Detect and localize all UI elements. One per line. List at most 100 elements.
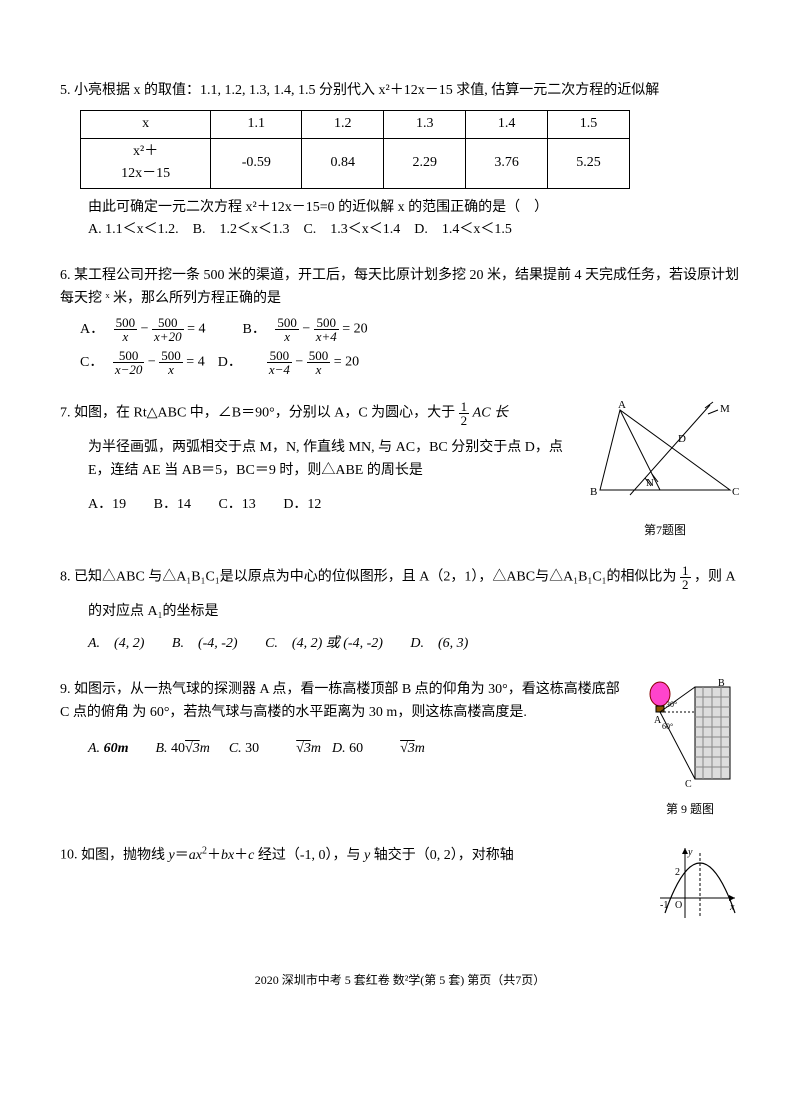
q5-number: 5. [60, 83, 71, 98]
svg-text:M: M [720, 403, 730, 415]
q6-optC-label: C． [80, 355, 103, 370]
svg-text:2: 2 [675, 867, 680, 878]
q8-options: A. (4, 2) B. (-4, -2) C. (4, 2) 或 (-4, -… [88, 633, 740, 655]
q6-text: 某工程公司开挖一条 500 米的渠道，开工后，每天比原计划多挖 20 米，结果提… [60, 268, 739, 305]
q8-optA: A. (4, 2) [88, 636, 144, 651]
table-row: x 1.1 1.2 1.3 1.4 1.5 [81, 111, 630, 138]
table-cell: 3.76 [466, 138, 548, 188]
table-header-expr: x²＋12x－15 [81, 138, 211, 188]
q5-options: A. 1.1＜x＜1.2. B. 1.2＜x＜1.3 C. 1.3＜x＜1.4 … [88, 219, 740, 241]
question-6: 6. 某工程公司开挖一条 500 米的渠道，开工后，每天比原计划多挖 20 米，… [60, 265, 740, 376]
q6-row1: A． 500x − 500x+20 = 4 B． 500x − 500x+4 =… [80, 316, 740, 343]
table-header-x: x [81, 111, 211, 138]
table-row: x²＋12x－15 -0.59 0.84 2.29 3.76 5.25 [81, 138, 630, 188]
q8-text1b: ，则 A [694, 569, 736, 584]
fraction: 500x−20 [113, 349, 145, 376]
unit-m: m [311, 741, 321, 756]
svg-text:-1: -1 [660, 900, 668, 911]
q6-number: 6. [60, 268, 71, 283]
q9-optB-val: 40 [171, 741, 185, 756]
q7-optB: B．14 [154, 497, 191, 512]
triangle-diagram-icon: A B C D M N [590, 400, 740, 510]
q7-figure: A B C D M N 第7题图 [590, 400, 740, 540]
q8-number: 8. [60, 569, 71, 584]
q9-optA-val: 60m [104, 741, 129, 756]
q10-text: 如图，抛物线 y＝ax2＋bx＋c 经过（-1, 0），与 y 轴交于（0, 2… [81, 848, 514, 863]
svg-text:30°: 30° [666, 700, 677, 709]
svg-text:D: D [678, 433, 686, 445]
table-cell: 5.25 [548, 138, 630, 188]
svg-text:x: x [729, 902, 735, 913]
q9-number: 9. [60, 682, 71, 697]
q9-caption: 第 9 题图 [640, 800, 740, 819]
table-cell: 1.3 [384, 111, 466, 138]
table-cell: 1.1 [211, 111, 302, 138]
q9-optD-label: D. [332, 741, 346, 756]
q10-figure: y x O 2 -1 [650, 843, 740, 931]
svg-text:60°: 60° [662, 722, 673, 731]
fraction: 500x+4 [314, 316, 339, 343]
q7-number: 7. [60, 406, 71, 421]
question-10: y x O 2 -1 10. 如图，抛物线 y＝ax2＋bx＋c 经过（-1, … [60, 843, 740, 931]
q7-caption: 第7题图 [590, 521, 740, 540]
q8-optD: D. (6, 3) [410, 636, 468, 651]
q9-optD-val: 60 [349, 741, 363, 756]
rhs: = 4 [186, 355, 204, 370]
q5-table: x 1.1 1.2 1.3 1.4 1.5 x²＋12x－15 -0.59 0.… [80, 110, 630, 188]
rhs: = 20 [334, 355, 359, 370]
q8-optC: C. (4, 2) 或 (-4, -2) [265, 636, 383, 651]
building-balloon-icon: A B C 30° 60° [640, 679, 740, 789]
rhs: = 4 [187, 322, 205, 337]
table-cell: -0.59 [211, 138, 302, 188]
unit-m: m [415, 741, 425, 756]
fraction: 500x [159, 349, 183, 376]
svg-text:B: B [590, 486, 597, 498]
q6-optA-label: A． [80, 322, 104, 337]
q6-row2: C． 500x−20 − 500x = 4 D． 500x−4 − 500x =… [80, 349, 740, 376]
svg-text:y: y [687, 847, 693, 858]
svg-text:B: B [718, 679, 725, 689]
table-cell: 2.29 [384, 138, 466, 188]
q7-optC: C．13 [218, 497, 255, 512]
q7-optD: D．12 [283, 497, 321, 512]
q7-text1b: AC 长 [473, 406, 508, 421]
fraction: 500x [275, 316, 299, 343]
sqrt3: √3 [296, 741, 311, 756]
q5-text1: 小亮根据 x 的取值：1.1, 1.2, 1.3, 1.4, 1.5 分别代入 … [74, 83, 659, 98]
question-5: 5. 小亮根据 x 的取值：1.1, 1.2, 1.3, 1.4, 1.5 分别… [60, 80, 740, 241]
page-footer: 2020 深圳市中考 5 套红卷 数²学(第 5 套) 第页（共7页） [60, 971, 740, 990]
q7-optA: A．19 [88, 497, 126, 512]
q9-figure: A B C 30° 60° 第 9 题图 [640, 679, 740, 819]
q9-optB-label: B. [155, 741, 167, 756]
question-9: A B C 30° 60° 第 9 题图 9. 如图示，从一热气球的探测器 A … [60, 679, 740, 819]
parabola-icon: y x O 2 -1 [650, 843, 740, 923]
svg-text:C: C [732, 486, 739, 498]
fraction: 500x+20 [152, 316, 184, 343]
fraction: 500x [307, 349, 331, 376]
q6-optB-label: B． [242, 322, 265, 337]
question-8: 8. 已知△ABC 与△A₁B₁C₁是以原点为中心的位似图形，且 A（2，1），… [60, 564, 740, 656]
q8-text2: 的对应点 A₁的坐标是 [88, 601, 740, 623]
q8-optB: B. (-4, -2) [172, 636, 238, 651]
sqrt3: √3 [185, 741, 200, 756]
sqrt3: √3 [400, 741, 415, 756]
table-cell: 1.4 [466, 111, 548, 138]
question-7: A B C D M N 第7题图 7. 如图，在 Rt△ABC 中，∠B＝90°… [60, 400, 740, 540]
svg-text:O: O [675, 900, 682, 911]
fraction: 500x [114, 316, 138, 343]
fraction: 12 [680, 564, 691, 591]
unit-m: m [200, 741, 210, 756]
svg-text:N: N [646, 477, 654, 489]
table-cell: 0.84 [302, 138, 384, 188]
fraction: 12 [459, 400, 470, 427]
q9-optA-label: A. [88, 741, 100, 756]
q6-optD-label: D． [218, 355, 242, 370]
svg-text:A: A [654, 715, 662, 726]
table-cell: 1.2 [302, 111, 384, 138]
table-cell: 1.5 [548, 111, 630, 138]
rhs: = 20 [342, 322, 367, 337]
svg-text:A: A [618, 400, 626, 411]
q10-number: 10. [60, 848, 78, 863]
fraction: 500x−4 [267, 349, 292, 376]
q9-optC-val: 30 [245, 741, 259, 756]
